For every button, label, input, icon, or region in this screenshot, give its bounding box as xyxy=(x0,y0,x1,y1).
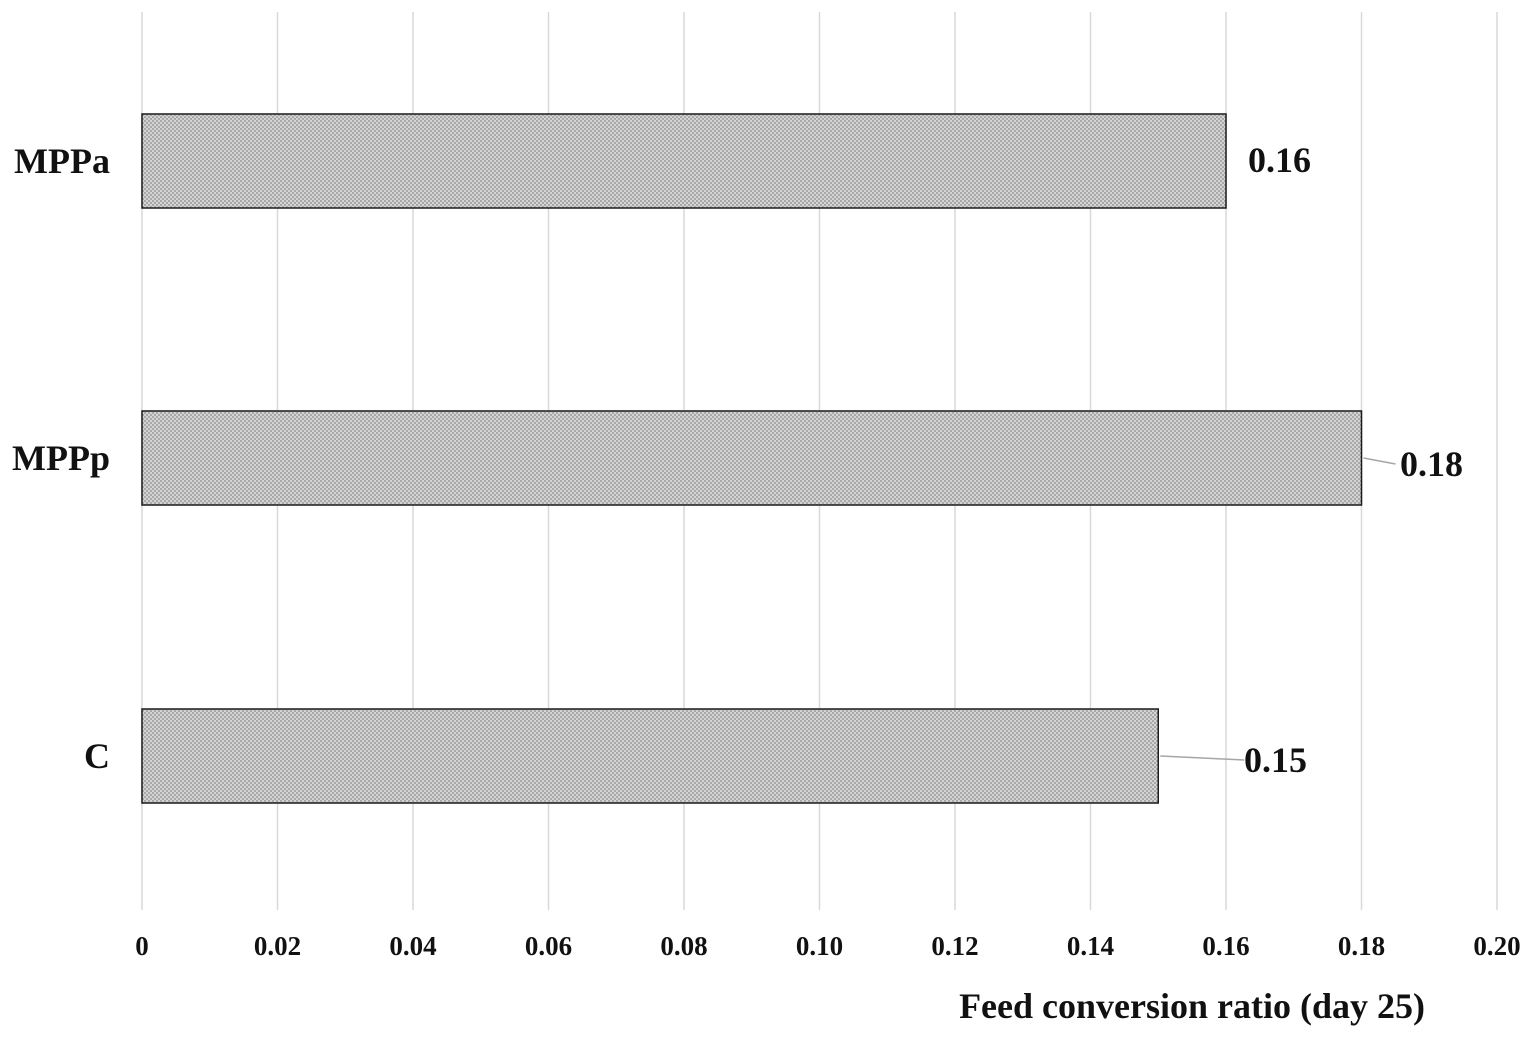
x-tick-label: 0.16 xyxy=(1202,931,1249,961)
x-tick-label: 0.04 xyxy=(389,931,436,961)
data-label: 0.15 xyxy=(1244,740,1307,780)
bars xyxy=(141,113,1363,804)
category-label: MPPp xyxy=(12,438,110,478)
data-labels: 0.16 0.18 0.15 xyxy=(1244,140,1463,780)
x-tick-label: 0.06 xyxy=(525,931,572,961)
x-tick-label: 0.02 xyxy=(254,931,301,961)
x-tick-label: 0.08 xyxy=(660,931,707,961)
x-tick-label: 0.10 xyxy=(796,931,843,961)
x-tick-label: 0.20 xyxy=(1473,931,1520,961)
x-tick-label: 0.12 xyxy=(931,931,978,961)
bar-c xyxy=(141,708,1159,804)
category-labels: MPPa MPPp C xyxy=(12,141,110,776)
x-tick-labels: 0 0.02 0.04 0.06 0.08 0.10 0.12 0.14 0.16 0.18 0.2… xyxy=(135,931,1520,961)
category-label: C xyxy=(84,736,110,776)
leader-line xyxy=(1160,755,1245,761)
x-tick-label: 0.18 xyxy=(1338,931,1385,961)
data-label: 0.18 xyxy=(1400,444,1463,484)
leader-line xyxy=(1363,457,1396,465)
category-label: MPPa xyxy=(14,141,110,181)
x-tick-label: 0 xyxy=(135,931,149,961)
data-label: 0.16 xyxy=(1248,140,1311,180)
leader-lines xyxy=(1160,457,1396,761)
bar-mppp xyxy=(141,410,1363,506)
x-tick-label: 0.14 xyxy=(1067,931,1114,961)
bar-mppa xyxy=(141,113,1227,209)
x-axis-title: Feed conversion ratio (day 25) xyxy=(959,986,1425,1026)
